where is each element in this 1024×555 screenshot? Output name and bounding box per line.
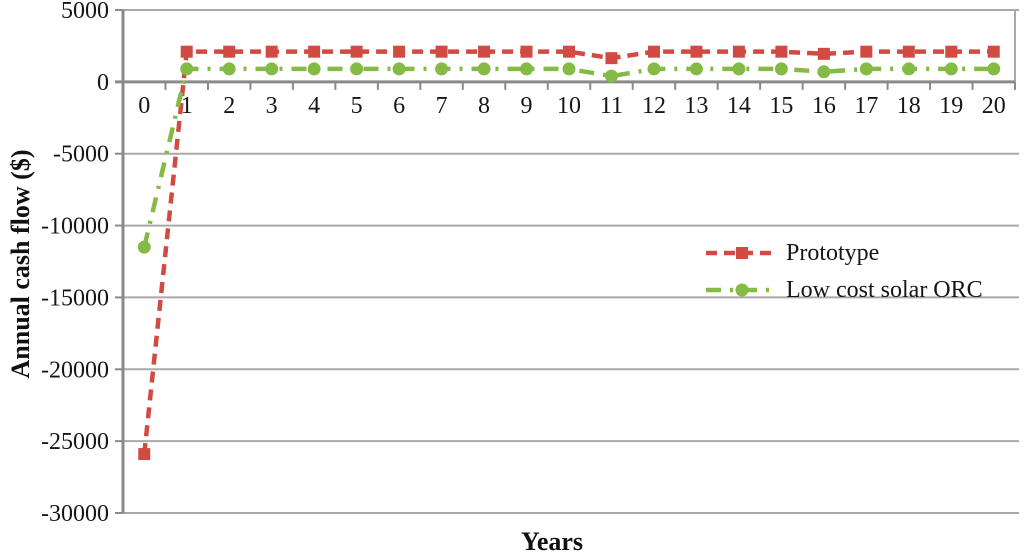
x-tick-label: 13 — [684, 93, 708, 119]
marker-prototype-year-16 — [817, 47, 830, 60]
marker-low-cost-solar-orc-year-13 — [689, 62, 703, 76]
x-tick-label: 20 — [982, 93, 1006, 119]
legend-marker-square — [736, 247, 748, 259]
x-tick-label: 16 — [812, 93, 836, 119]
marker-low-cost-solar-orc-year-16 — [817, 65, 831, 79]
y-tick-label: -25000 — [41, 429, 109, 455]
marker-low-cost-solar-orc-year-1 — [180, 62, 194, 76]
marker-low-cost-solar-orc-year-18 — [902, 62, 916, 76]
marker-prototype-year-0 — [138, 448, 151, 461]
y-tick-label: -5000 — [53, 142, 109, 168]
marker-low-cost-solar-orc-year-17 — [859, 62, 873, 76]
x-tick-label: 12 — [642, 93, 666, 119]
x-tick-label: 5 — [351, 93, 363, 119]
marker-prototype-year-8 — [478, 45, 491, 58]
legend-marker-circle — [735, 283, 749, 297]
marker-prototype-year-5 — [350, 45, 363, 58]
series-line-prototype — [142, 49, 994, 455]
marker-prototype-year-18 — [902, 45, 915, 58]
x-tick-label: 3 — [266, 93, 278, 119]
marker-low-cost-solar-orc-year-19 — [944, 62, 958, 76]
marker-prototype-year-11 — [605, 52, 618, 65]
marker-low-cost-solar-orc-year-3 — [265, 62, 279, 76]
y-tick-label: -30000 — [41, 501, 109, 527]
y-axis-title: Annual cash flow ($) — [6, 149, 35, 379]
marker-low-cost-solar-orc-year-20 — [987, 62, 1001, 76]
marker-prototype-year-15 — [775, 45, 788, 58]
x-tick-label: 2 — [223, 93, 235, 119]
marker-low-cost-solar-orc-year-11 — [604, 69, 618, 83]
marker-prototype-year-17 — [860, 45, 873, 58]
x-tick-label: 15 — [769, 93, 793, 119]
marker-low-cost-solar-orc-year-14 — [732, 62, 746, 76]
marker-low-cost-solar-orc-year-6 — [392, 62, 406, 76]
marker-prototype-year-3 — [265, 45, 278, 58]
marker-prototype-year-14 — [732, 45, 745, 58]
x-tick-label: 9 — [521, 93, 533, 119]
x-tick-label: 8 — [478, 93, 490, 119]
x-tick-label: 0 — [138, 93, 150, 119]
y-tick-label: 0 — [97, 70, 109, 96]
marker-prototype-year-12 — [647, 45, 660, 58]
y-tick-label: -10000 — [41, 214, 109, 240]
marker-low-cost-solar-orc-year-15 — [774, 62, 788, 76]
marker-low-cost-solar-orc-year-4 — [307, 62, 321, 76]
marker-low-cost-solar-orc-year-10 — [562, 62, 576, 76]
marker-prototype-year-13 — [690, 45, 703, 58]
x-tick-label: 11 — [600, 93, 623, 119]
x-tick-label: 4 — [308, 93, 320, 119]
x-axis-title: Years — [520, 527, 584, 555]
legend-label: Prototype — [786, 240, 879, 266]
legend-label: Low cost solar ORC — [786, 277, 983, 303]
marker-low-cost-solar-orc-year-12 — [647, 62, 661, 76]
y-tick-label: 5000 — [61, 0, 109, 24]
marker-prototype-year-6 — [393, 45, 406, 58]
marker-prototype-year-1 — [180, 45, 193, 58]
marker-low-cost-solar-orc-year-0 — [137, 240, 151, 254]
x-tick-label: 17 — [854, 93, 878, 119]
marker-low-cost-solar-orc-year-7 — [435, 62, 449, 76]
marker-prototype-year-10 — [563, 45, 575, 58]
x-tick-label: 19 — [939, 93, 963, 119]
x-tick-label: 7 — [436, 93, 448, 119]
marker-prototype-year-7 — [435, 45, 448, 58]
marker-prototype-year-2 — [223, 45, 236, 58]
marker-low-cost-solar-orc-year-9 — [520, 62, 534, 76]
marker-low-cost-solar-orc-year-5 — [350, 62, 364, 76]
marker-prototype-year-20 — [987, 45, 1000, 58]
y-tick-label: -20000 — [41, 357, 109, 383]
marker-prototype-year-9 — [520, 45, 533, 58]
marker-low-cost-solar-orc-year-2 — [222, 62, 236, 76]
y-tick-label: -15000 — [41, 285, 109, 311]
x-tick-label: 14 — [727, 93, 751, 119]
marker-low-cost-solar-orc-year-8 — [477, 62, 491, 76]
marker-prototype-year-19 — [945, 45, 958, 58]
x-tick-label: 1 — [181, 93, 193, 119]
x-tick-label: 10 — [557, 93, 581, 119]
marker-prototype-year-4 — [308, 45, 321, 58]
x-tick-label: 6 — [393, 93, 405, 119]
x-tick-label: 18 — [897, 93, 921, 119]
